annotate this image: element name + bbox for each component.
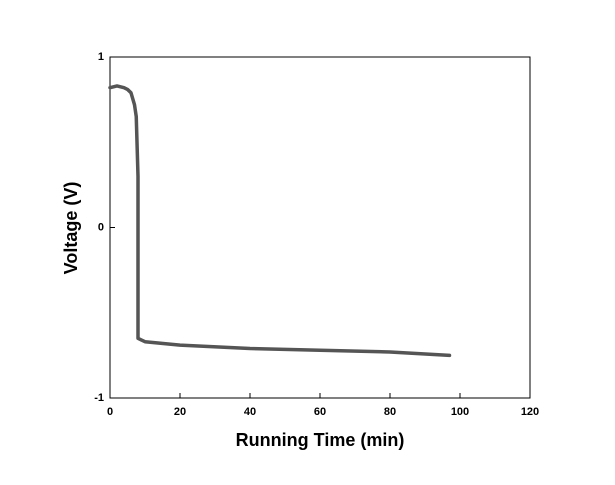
- y-tick-label: 1: [98, 51, 104, 63]
- y-axis-title: Voltage (V): [61, 182, 81, 275]
- x-tick-label: 100: [451, 406, 469, 418]
- y-tick-label: 0: [98, 221, 104, 233]
- y-tick-label: -1: [94, 392, 104, 404]
- x-tick-label: 60: [314, 406, 326, 418]
- x-tick-label: 0: [107, 406, 113, 418]
- x-tick-label: 80: [384, 406, 396, 418]
- x-tick-label: 20: [174, 406, 186, 418]
- plot-frame: [109, 56, 531, 399]
- x-tick-label: 40: [244, 406, 256, 418]
- x-tick-label: 120: [521, 406, 539, 418]
- x-axis-title: Running Time (min): [236, 430, 405, 450]
- line-series: [108, 84, 452, 358]
